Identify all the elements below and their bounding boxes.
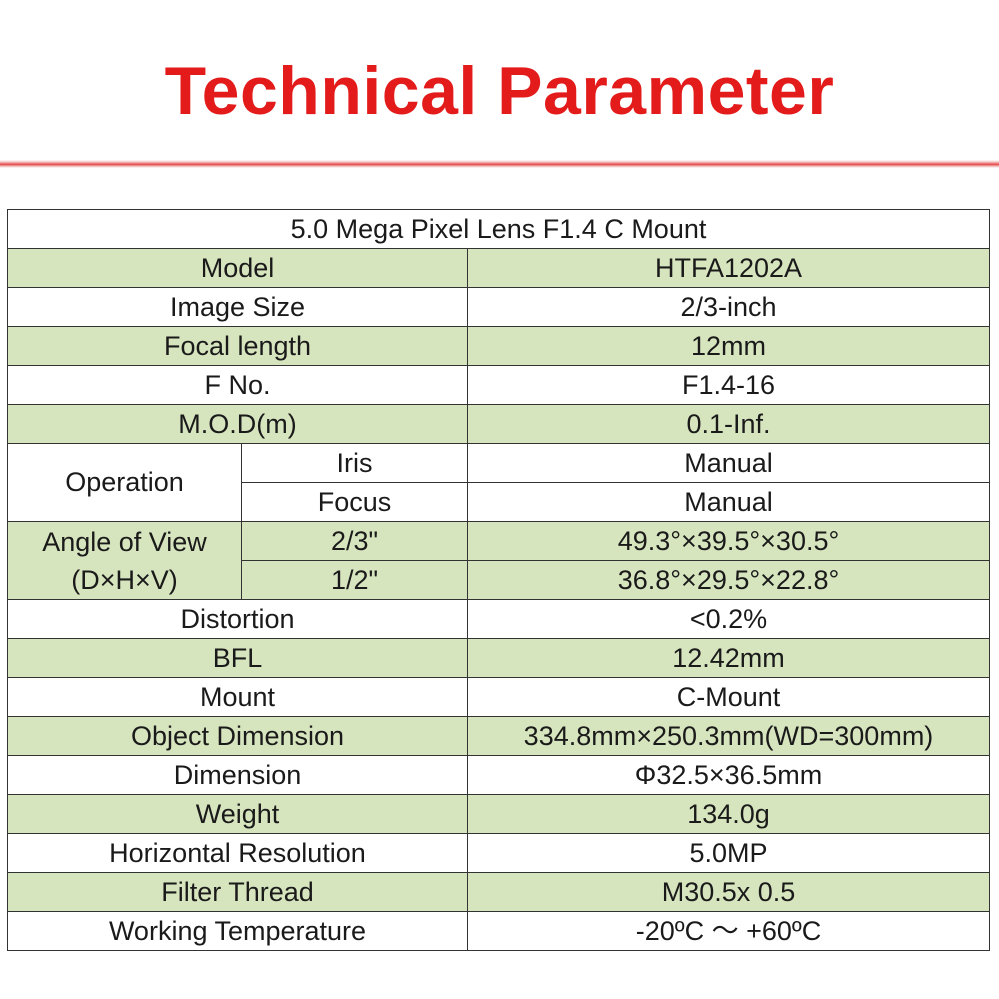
- table-row: Weight 134.0g: [7, 794, 990, 834]
- row-value: 0.1-Inf.: [467, 404, 990, 444]
- page-title: Technical Parameter: [164, 53, 835, 129]
- row-label: Object Dimension: [7, 716, 468, 756]
- row-label: Focal length: [7, 326, 468, 366]
- table-row: 1/2" 36.8°×29.5°×22.8°: [8, 560, 990, 600]
- table-row: Focal length 12mm: [7, 326, 990, 366]
- table-row: Operation Iris Manual: [7, 443, 990, 522]
- table-row: Working Temperature -20ºC ～ +60ºC: [7, 911, 990, 951]
- angle-of-view-label-line2: (D×H×V): [71, 564, 178, 595]
- angle-value: 36.8°×29.5°×22.8°: [467, 560, 990, 600]
- iris-label: Iris: [241, 443, 468, 483]
- focus-label: Focus: [241, 482, 468, 522]
- table-row: Filter Thread M30.5x 0.5: [7, 872, 990, 912]
- table-row: Horizontal Resolution 5.0MP: [7, 833, 990, 873]
- row-value: 12.42mm: [467, 638, 990, 678]
- sensor-size-label: 2/3": [241, 521, 468, 561]
- table-row: Model HTFA1202A: [7, 248, 990, 288]
- row-value: -20ºC ～ +60ºC: [467, 911, 990, 951]
- row-label: Filter Thread: [7, 872, 468, 912]
- title-divider: [0, 160, 999, 168]
- table-caption: 5.0 Mega Pixel Lens F1.4 C Mount: [7, 209, 990, 249]
- table-row: Object Dimension 334.8mm×250.3mm(WD=300m…: [7, 716, 990, 756]
- row-label: BFL: [7, 638, 468, 678]
- row-value: HTFA1202A: [467, 248, 990, 288]
- row-value: 5.0MP: [467, 833, 990, 873]
- angle-of-view-label: Angle of View (D×H×V): [7, 521, 242, 600]
- table-row: Dimension Φ32.5×36.5mm: [7, 755, 990, 795]
- row-value: 12mm: [467, 326, 990, 366]
- operation-label: Operation: [7, 443, 242, 522]
- table-row: Image Size 2/3-inch: [7, 287, 990, 327]
- focus-value: Manual: [467, 482, 990, 522]
- table-row: Angle of View (D×H×V) 2/3" 49.3°×39.5°×3…: [7, 521, 990, 600]
- table-row: F No. F1.4-16: [7, 365, 990, 405]
- table-row: M.O.D(m) 0.1-Inf.: [7, 404, 990, 444]
- iris-value: Manual: [467, 443, 990, 483]
- sensor-size-label: 1/2": [241, 560, 468, 600]
- row-value: C-Mount: [467, 677, 990, 717]
- row-label: Working Temperature: [7, 911, 468, 951]
- row-label: Distortion: [7, 599, 468, 639]
- table-row: Distortion <0.2%: [7, 599, 990, 639]
- row-value: <0.2%: [467, 599, 990, 639]
- row-label: Horizontal Resolution: [7, 833, 468, 873]
- row-value: 2/3-inch: [467, 287, 990, 327]
- row-value: Φ32.5×36.5mm: [467, 755, 990, 795]
- row-label: F No.: [7, 365, 468, 405]
- row-value: 334.8mm×250.3mm(WD=300mm): [467, 716, 990, 756]
- angle-of-view-label-line1: Angle of View: [42, 526, 207, 557]
- row-label: Dimension: [7, 755, 468, 795]
- row-label: Weight: [7, 794, 468, 834]
- row-value: 134.0g: [467, 794, 990, 834]
- table-row: BFL 12.42mm: [7, 638, 990, 678]
- row-value: M30.5x 0.5: [467, 872, 990, 912]
- table-row: Focus Manual: [8, 482, 990, 522]
- row-value: F1.4-16: [467, 365, 990, 405]
- row-label: M.O.D(m): [7, 404, 468, 444]
- angle-value: 49.3°×39.5°×30.5°: [467, 521, 990, 561]
- row-label: Model: [7, 248, 468, 288]
- table-caption-row: 5.0 Mega Pixel Lens F1.4 C Mount: [7, 209, 990, 249]
- row-label: Mount: [7, 677, 468, 717]
- table-row: Mount C-Mount: [7, 677, 990, 717]
- spec-table: 5.0 Mega Pixel Lens F1.4 C Mount Model H…: [7, 209, 990, 951]
- row-label: Image Size: [7, 287, 468, 327]
